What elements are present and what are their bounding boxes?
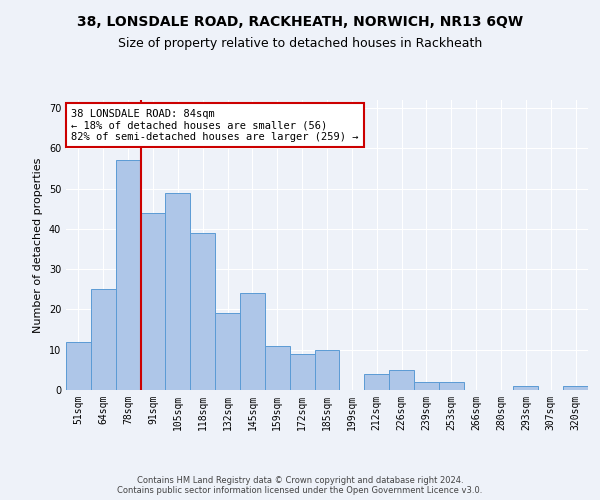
Bar	[215, 314, 240, 390]
Bar	[140, 213, 166, 390]
Bar	[514, 386, 538, 390]
Y-axis label: Number of detached properties: Number of detached properties	[33, 158, 43, 332]
Text: 38, LONSDALE ROAD, RACKHEATH, NORWICH, NR13 6QW: 38, LONSDALE ROAD, RACKHEATH, NORWICH, N…	[77, 15, 523, 29]
Bar	[563, 386, 588, 390]
Bar	[439, 382, 464, 390]
Bar	[190, 233, 215, 390]
Bar	[166, 192, 190, 390]
Bar	[91, 290, 116, 390]
Bar	[265, 346, 290, 390]
Text: 38 LONSDALE ROAD: 84sqm
← 18% of detached houses are smaller (56)
82% of semi-de: 38 LONSDALE ROAD: 84sqm ← 18% of detache…	[71, 108, 359, 142]
Text: Contains HM Land Registry data © Crown copyright and database right 2024.
Contai: Contains HM Land Registry data © Crown c…	[118, 476, 482, 495]
Bar	[66, 342, 91, 390]
Bar	[364, 374, 389, 390]
Text: Size of property relative to detached houses in Rackheath: Size of property relative to detached ho…	[118, 38, 482, 51]
Bar	[240, 294, 265, 390]
Bar	[314, 350, 340, 390]
Bar	[414, 382, 439, 390]
Bar	[290, 354, 314, 390]
Bar	[389, 370, 414, 390]
Bar	[116, 160, 140, 390]
